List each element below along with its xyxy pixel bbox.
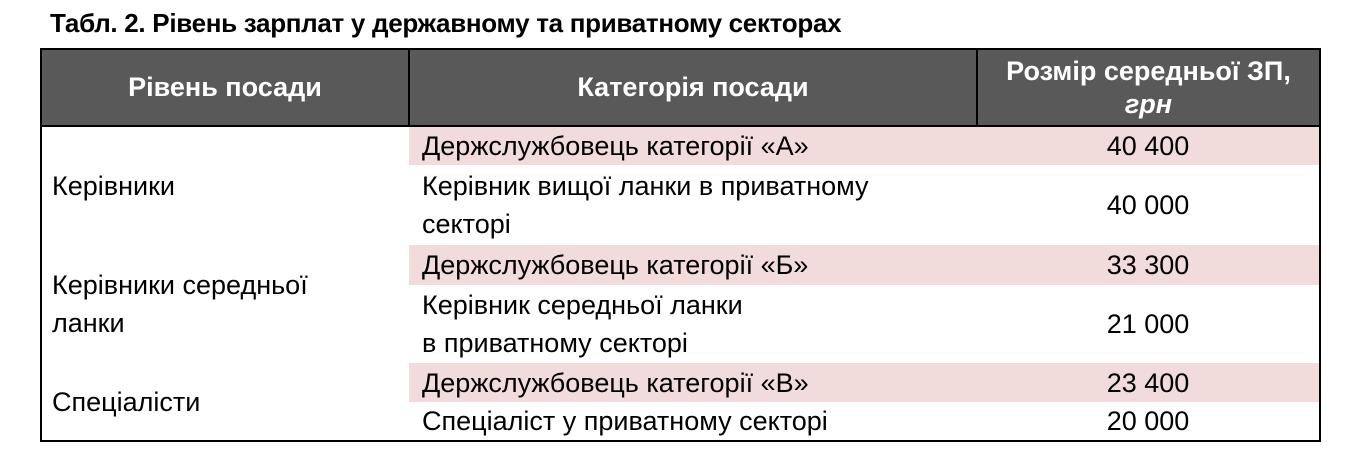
header-cell-position-level: Рівень посади bbox=[40, 48, 410, 127]
category-cell: Держслужбовець категорії «Б» bbox=[409, 245, 977, 285]
level-cell: Керівники bbox=[41, 126, 409, 245]
table-row: Керівник вищої ланки в приватному сектор… bbox=[41, 165, 1320, 245]
category-cell: Керівник середньої ланки в приватному се… bbox=[422, 290, 743, 358]
table-row: Керівник середньої ланки в приватному се… bbox=[41, 285, 1320, 363]
header-salary-unit: грн bbox=[1124, 88, 1173, 119]
salary-cell: 40 000 bbox=[1106, 190, 1190, 220]
header-salary-label: Розмір середньої ЗП, bbox=[1006, 55, 1291, 86]
category-cell: Спеціаліст у приватному секторі bbox=[422, 406, 828, 436]
salary-cell: 40 400 bbox=[977, 126, 1320, 165]
salary-cell: 21 000 bbox=[1106, 309, 1190, 339]
header-cell-average-salary: Розмір середньої ЗП, грн bbox=[976, 48, 1321, 127]
level-cell: Керівники середньої ланки bbox=[41, 245, 409, 363]
header-cell-position-category: Категорія посади bbox=[408, 48, 978, 127]
level-cell: Спеціалісти bbox=[41, 363, 409, 441]
table-body: Керівники Держслужбовець категорії «А» 4… bbox=[41, 126, 1320, 441]
header-row: Рівень посади Категорія посади Розмір се… bbox=[40, 48, 1321, 127]
salary-table: Рівень посади Категорія посади Розмір се… bbox=[40, 48, 1321, 442]
salary-cell: 23 400 bbox=[977, 363, 1320, 402]
table-row: Спеціаліст у приватному секторі 20 000 bbox=[41, 402, 1320, 441]
category-cell: Держслужбовець категорії «В» bbox=[409, 363, 977, 402]
salary-cell: 33 300 bbox=[977, 245, 1320, 285]
table-title: Табл. 2. Рівень зарплат у державному та … bbox=[50, 8, 842, 38]
category-cell: Держслужбовець категорії «А» bbox=[409, 126, 977, 165]
table-row: Спеціалісти Держслужбовець категорії «В»… bbox=[41, 363, 1320, 441]
table-row: Керівники Держслужбовець категорії «А» 4… bbox=[41, 126, 1320, 245]
category-cell: Керівник вищої ланки в приватному сектор… bbox=[422, 171, 869, 239]
table-row: Керівники середньої ланки Держслужбовець… bbox=[41, 245, 1320, 363]
salary-cell: 20 000 bbox=[1106, 406, 1190, 436]
table-header: Рівень посади Категорія посади Розмір се… bbox=[40, 48, 1321, 127]
